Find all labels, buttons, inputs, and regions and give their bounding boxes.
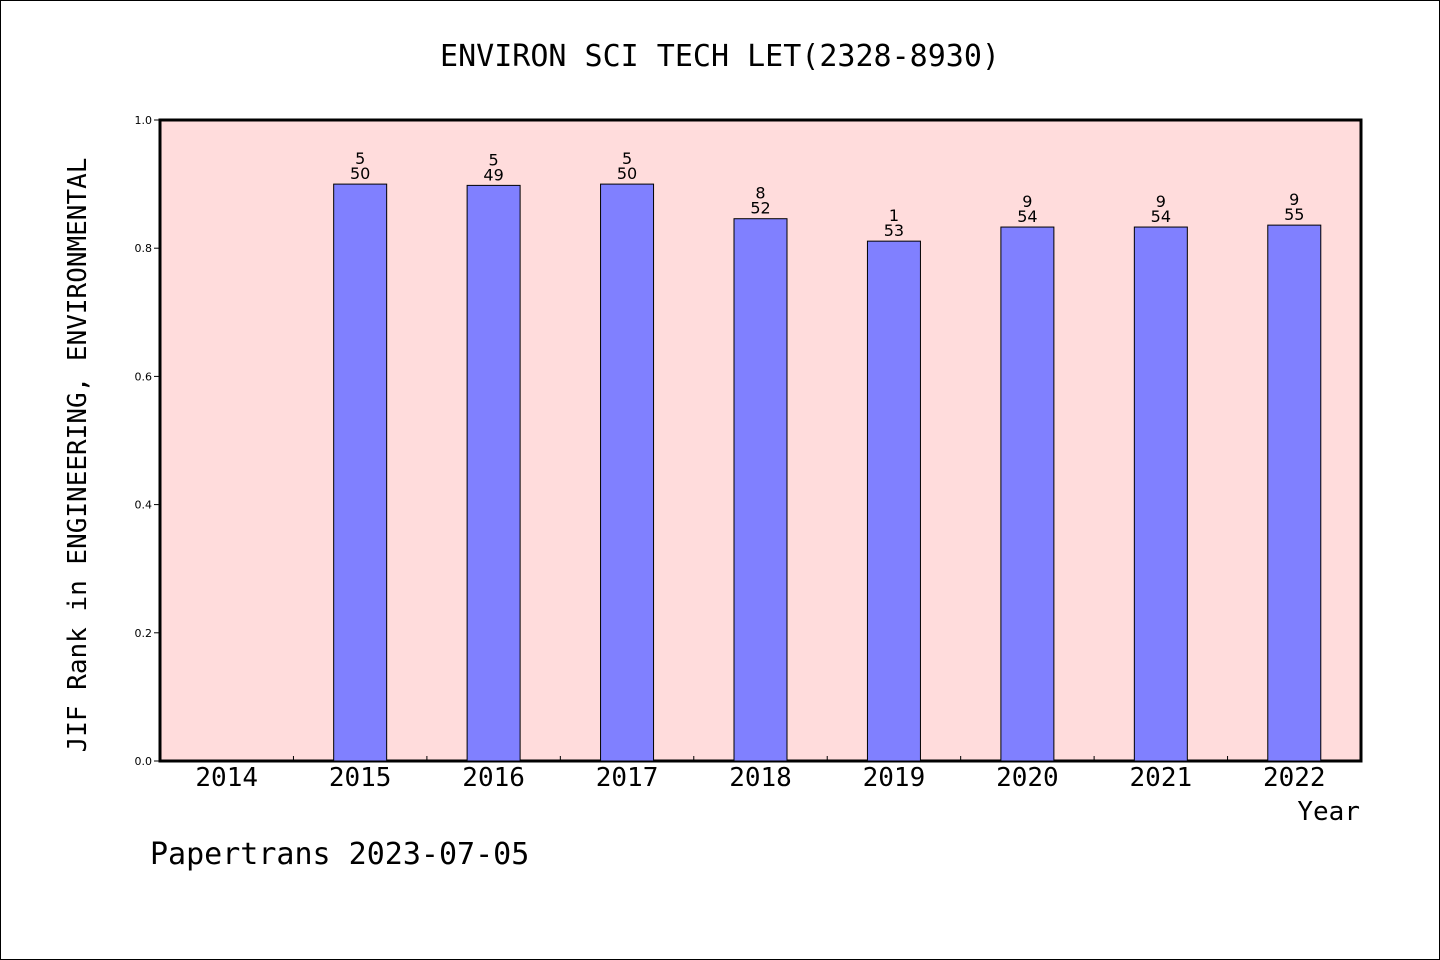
bar-rank-label: 5 (622, 149, 632, 168)
x-axis: 2014 2015 2016 2017 2018 2019 2020 2021 2022 (195, 756, 1326, 793)
footer-credit: Papertrans 2023-07-05 (150, 837, 529, 872)
bar-total-label: 50 (350, 164, 370, 183)
bar-total-label: 54 (1151, 207, 1171, 226)
bar-rank-label: 8 (755, 184, 765, 203)
y-axis-label: JIF Rank in ENGINEERING, ENVIRONMENTAL (63, 158, 93, 753)
x-tick-label: 2016 (462, 763, 525, 793)
bar-total-label: 50 (617, 164, 637, 183)
bar-rank-label: 9 (1289, 190, 1299, 209)
bar-total-label: 49 (483, 165, 503, 184)
bar-total-label: 52 (750, 199, 770, 218)
y-tick-label: 0.6 (135, 370, 153, 383)
bar-rank-label: 5 (489, 150, 499, 169)
bar-total-label: 54 (1017, 207, 1037, 226)
x-axis-label: Year (1297, 797, 1360, 827)
x-tick-label: 2014 (195, 763, 258, 793)
bar (466, 184, 521, 762)
x-tick-label: 2017 (596, 763, 659, 793)
x-tick-label: 2019 (863, 763, 926, 793)
bar (733, 218, 788, 762)
bar-rank-label: 9 (1022, 192, 1032, 211)
x-tick-label: 2018 (729, 763, 792, 793)
y-tick-label: 0.8 (135, 242, 153, 255)
bar (866, 240, 921, 762)
x-tick-label: 2015 (329, 763, 392, 793)
bar-total-label: 55 (1284, 205, 1304, 224)
bar-rank-label: 9 (1156, 192, 1166, 211)
bar (1000, 226, 1055, 762)
bar-rank-label: 1 (889, 206, 899, 225)
y-tick-label: 0.2 (135, 627, 153, 640)
bars-group (333, 183, 1322, 762)
bar-total-label: 53 (884, 221, 904, 240)
y-tick-label: 1.0 (135, 114, 153, 127)
bar (333, 183, 388, 762)
bar (1267, 224, 1322, 762)
x-tick-label: 2022 (1263, 763, 1326, 793)
y-axis: 0.0 0.2 0.4 0.6 0.8 1.0 (135, 114, 160, 768)
x-tick-label: 2021 (1130, 763, 1193, 793)
y-tick-label: 0.4 (135, 499, 153, 512)
bar (1133, 226, 1188, 762)
y-tick-label: 0.0 (135, 755, 153, 768)
x-tick-label: 2020 (996, 763, 1059, 793)
chart-title: ENVIRON SCI TECH LET(2328-8930) (440, 39, 1000, 74)
bar (600, 183, 655, 762)
bar-rank-label: 5 (355, 149, 365, 168)
